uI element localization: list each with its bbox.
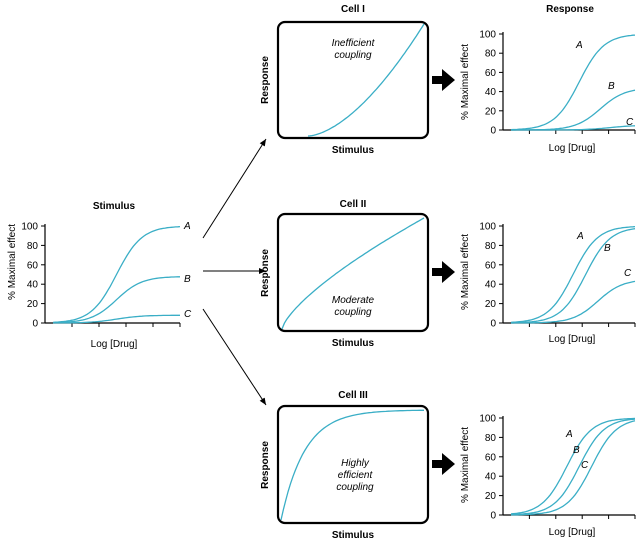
cell-ii-title: Cell II (340, 199, 367, 210)
response-iii-ylabel: % Maximal effect (460, 427, 471, 503)
stimulus-axes: 0 20 40 60 80 100 (21, 222, 181, 330)
response-i-axes: 0 20 40 60 80 100 (479, 30, 636, 137)
response-panel-iii: % Maximal effect Log [Drug] 0 20 40 60 80 100… (460, 414, 636, 538)
y-tick-label: 40 (27, 280, 39, 291)
y-tick-label: 60 (27, 260, 39, 271)
cell-iii-coupling-line-2: efficient (338, 470, 374, 481)
response-panel-i: % Maximal effect Log [Drug] 0 20 40 60 80 100… (460, 30, 636, 154)
stimulus-title: Stimulus (93, 201, 136, 212)
cell-i-ylabel: Response (260, 56, 271, 104)
cell-i-transduction-curve (307, 23, 425, 137)
cell-i-box (276, 20, 430, 140)
response-ii-label-b: B (604, 243, 611, 254)
curve-a (510, 34, 636, 131)
y-tick-label: 20 (485, 106, 497, 117)
response-ii-label-a: A (576, 231, 584, 242)
stimulus-curve-label-a: A (183, 221, 191, 232)
cell-ii-box (276, 212, 430, 333)
cell-ii-xlabel: Stimulus (332, 338, 375, 349)
curve-a (52, 225, 181, 324)
block-arrow-cell-iii (432, 453, 455, 475)
cell-iii-ylabel: Response (260, 441, 271, 489)
y-tick-label: 40 (485, 472, 497, 483)
y-tick-label: 80 (485, 433, 497, 444)
response-i-label-c: C (626, 117, 634, 128)
response-i-ylabel: % Maximal effect (460, 44, 471, 120)
response-i-xlabel: Log [Drug] (549, 143, 596, 154)
y-tick-label: 0 (490, 319, 496, 330)
y-tick-label: 100 (479, 30, 496, 41)
response-i-label-a: A (575, 40, 583, 51)
response-ii-label-c: C (624, 268, 632, 279)
y-tick-label: 20 (485, 299, 497, 310)
curve-b (511, 89, 636, 131)
curve-c (53, 314, 180, 324)
cell-ii-coupling-line-1: Moderate (332, 295, 375, 306)
cell-i-coupling-line-1: Inefficient (332, 38, 376, 49)
y-tick-label: 100 (479, 414, 496, 425)
y-tick-label: 100 (21, 222, 38, 233)
curve-c (511, 280, 636, 324)
cell-iii-transduction-curve (280, 409, 424, 521)
curve-a (510, 225, 636, 324)
y-tick-label: 0 (490, 126, 496, 137)
response-iii-label-c: C (581, 460, 589, 471)
cell-ii-ylabel: Response (260, 249, 271, 297)
y-tick-label: 0 (490, 511, 496, 522)
y-tick-label: 80 (485, 241, 497, 252)
response-ii-ylabel: % Maximal effect (460, 234, 471, 310)
y-tick-label: 20 (485, 491, 497, 502)
response-ii-xlabel: Log [Drug] (549, 334, 596, 345)
stimulus-ylabel: % Maximal effect (7, 224, 18, 300)
arrow-to-cell-i (202, 138, 267, 239)
cell-i-title: Cell I (341, 4, 365, 15)
response-i-label-b: B (608, 81, 615, 92)
curve-b (510, 228, 636, 324)
block-arrow-cell-ii (432, 261, 455, 283)
y-tick-label: 40 (485, 280, 497, 291)
response-panel-ii: % Maximal effect Log [Drug] 0 20 40 60 80 100… (460, 222, 636, 345)
block-arrow-cell-i (432, 69, 455, 91)
cell-iii-title: Cell III (338, 390, 368, 401)
y-tick-label: 60 (485, 452, 497, 463)
y-tick-label: 20 (27, 299, 39, 310)
y-tick-label: 0 (32, 319, 38, 330)
response-iii-label-a: A (565, 429, 573, 440)
response-iii-axes: 0 20 40 60 80 100 (479, 414, 636, 522)
response-iii-label-b: B (573, 445, 580, 456)
stimulus-curve-label-c: C (184, 309, 192, 320)
cell-iii-xlabel: Stimulus (332, 530, 375, 541)
cell-iii-coupling-line-1: Highly (341, 458, 370, 469)
cell-ii: Cell II Response Stimulus Moderate coupl… (260, 199, 430, 349)
y-tick-label: 60 (485, 68, 497, 79)
stimulus-panel: Stimulus % Maximal effect Log [Drug] 0 20… (7, 201, 192, 350)
stimulus-curve-label-b: B (184, 274, 191, 285)
y-tick-label: 80 (485, 49, 497, 60)
curve-b (510, 418, 636, 516)
stimulus-xlabel: Log [Drug] (91, 339, 138, 350)
cell-i-xlabel: Stimulus (332, 145, 375, 156)
cell-ii-coupling-line-2: coupling (334, 307, 372, 318)
response-ii-axes: 0 20 40 60 80 100 (479, 222, 636, 330)
response-iii-xlabel: Log [Drug] (549, 527, 596, 538)
y-tick-label: 40 (485, 87, 497, 98)
curve-c (510, 420, 636, 516)
cell-iii: Cell III Response Stimulus Highly effici… (260, 390, 430, 541)
response-header: Response (546, 4, 594, 15)
curve-b (52, 276, 180, 324)
y-tick-label: 100 (479, 222, 496, 233)
cell-i-coupling-line-2: coupling (334, 50, 372, 61)
cell-i: Cell I Response Stimulus Inefficient cou… (260, 4, 430, 156)
cell-iii-coupling-line-3: coupling (336, 482, 374, 493)
cell-ii-transduction-curve (281, 217, 425, 330)
y-tick-label: 80 (27, 241, 39, 252)
curve-c (511, 125, 636, 131)
curve-a (510, 417, 636, 515)
arrow-to-cell-iii (202, 308, 267, 406)
y-tick-label: 60 (485, 260, 497, 271)
